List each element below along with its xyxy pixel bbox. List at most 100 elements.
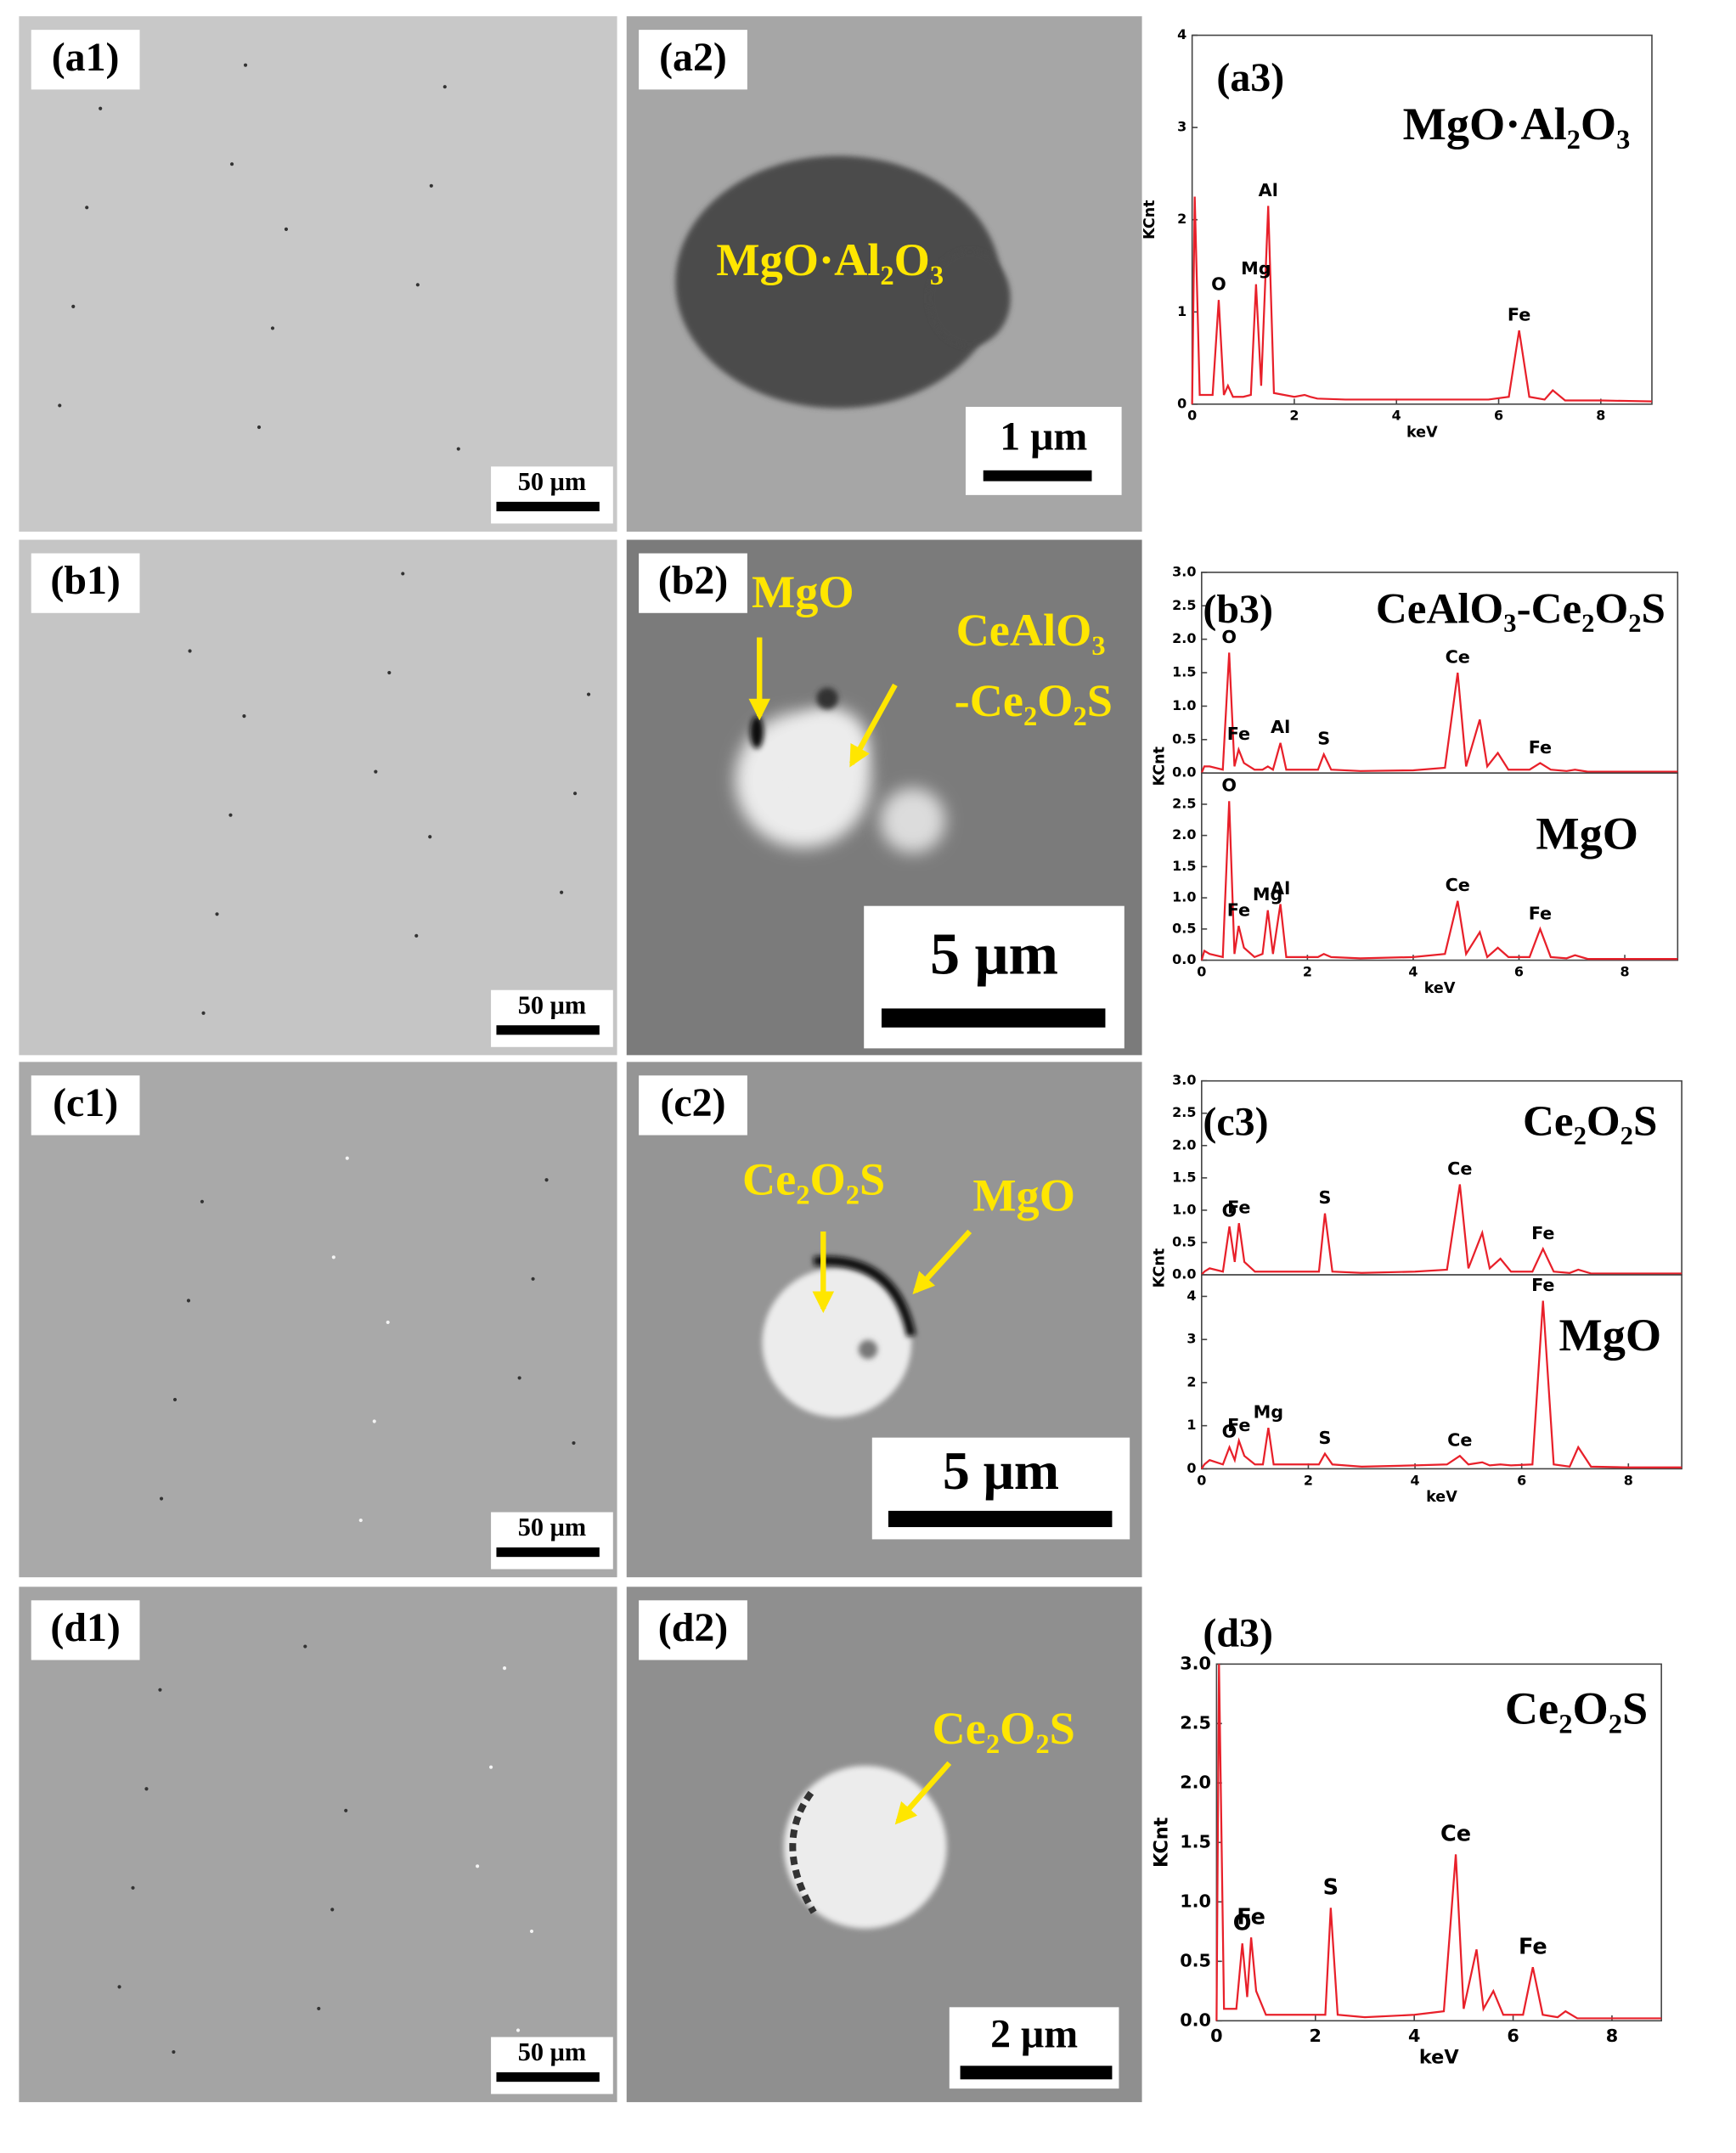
inclusion-dot [442,85,447,89]
scale-bar-box [491,466,613,524]
peak-label: Ce [1447,1158,1472,1179]
panel-label-box [31,553,140,613]
inclusion-dot [200,1199,205,1203]
spectrum-line [1200,652,1678,774]
x-tick-label: 0 [1210,2026,1222,2046]
x-tick-label: 0 [1197,1472,1206,1488]
y-tick-label: 0.0 [1172,951,1196,967]
inclusion-dot [317,2006,321,2011]
y-axis-label: KCnt [1151,747,1168,786]
scale-bar-label: 5 μm [930,922,1058,988]
plot-frame [1201,1274,1682,1470]
peak-label: Fe [1519,1934,1547,1959]
panel-label-box [639,1075,747,1136]
peak-label: Ce [1446,646,1470,667]
particle-rim [789,1790,817,1914]
inclusion-dot [243,63,248,67]
phase-annotation: Ce₂O₂S [933,1703,1075,1754]
y-tick-label: 0 [1177,395,1186,411]
spectrum-line [1200,1184,1682,1276]
particle [816,687,838,710]
inclusion-dot [242,714,246,719]
panel-label: (a3) [1216,55,1284,100]
inclusion-dot [374,769,378,774]
sem-image [19,1587,617,2103]
inclusion-dot [387,670,392,675]
scale-bar-label: 50 μm [518,467,586,496]
inclusion-dot [186,1299,191,1303]
scale-bar-label: 50 μm [518,2037,586,2066]
inclusion-dot [330,1908,335,1912]
inclusion-dot [428,835,432,839]
panel-label: (d2) [658,1605,728,1650]
y-tick-label: 3.0 [1172,563,1196,579]
x-tick-label: 8 [1606,2026,1618,2046]
inclusion-dot [85,206,89,210]
sem-image [19,16,617,532]
particle [858,1339,878,1360]
y-tick-label: 2.5 [1172,597,1196,613]
peak-label: Fe [1237,1904,1265,1930]
x-tick-label: 6 [1514,963,1524,979]
y-tick-label: 1.5 [1172,1169,1196,1185]
inclusion-dot [172,2049,176,2054]
sem-image [19,1062,617,1578]
y-tick-label: 0.0 [1172,764,1196,781]
chart-title: CeAlO₃-Ce₂O₂S [1376,584,1666,633]
panel-label-box [639,1600,747,1660]
panel-label: (a1) [52,35,120,80]
x-tick-label: 2 [1289,408,1299,424]
inclusion-dot [230,162,234,166]
y-tick-label: 3.0 [1172,1072,1196,1088]
inclusion-dot [372,1419,376,1423]
scale-bar-box [491,1512,613,1570]
scale-bar [960,2066,1113,2080]
peak-label: Al [1271,717,1290,737]
inclusion-dot [303,1644,307,1649]
inclusion-dot [456,447,460,451]
plot-frame [1201,772,1679,961]
peak-label: S [1318,1428,1331,1448]
inclusion-dot [284,227,289,231]
scale-bar-label: 2 μm [990,2012,1078,2057]
arrow [849,683,898,768]
panel-label: (a2) [659,35,727,80]
y-tick-label: 2.5 [1172,1104,1196,1120]
scale-bar [888,1510,1113,1528]
x-axis-label: keV [1419,2046,1459,2068]
y-tick-label: 1.0 [1172,697,1196,713]
peak-label: Ce [1440,1821,1471,1846]
peak-label: O [1222,1200,1237,1220]
particle [880,787,946,854]
y-tick-label: 4 [1177,26,1186,42]
x-tick-label: 6 [1517,1472,1526,1488]
plot-frame [1215,1663,1662,2022]
inclusion-dot [529,1929,534,1933]
phase-annotation: -Ce₂O₂S [955,675,1113,726]
inclusion-dot [201,1011,206,1015]
peak-label: Al [1271,878,1290,899]
x-tick-label: 0 [1187,408,1197,424]
phase-annotation: MgO [972,1170,1075,1221]
inclusion-dot [401,572,405,576]
y-tick-label: 3 [1177,119,1186,135]
spectrum-line [1215,1664,1662,2021]
phase-annotation: CeAlO₃ [956,605,1106,656]
phase-annotation: MgO [752,566,854,617]
panel-label: (c3) [1203,1099,1268,1144]
y-tick-label: 0.5 [1172,920,1196,936]
inclusion-dot [414,933,419,938]
inclusion-dot [560,890,564,894]
y-tick-label: 1 [1186,1417,1196,1433]
chart-title: MgO·Al₂O₃ [1403,99,1631,149]
particle [762,1268,912,1417]
y-tick-label: 1.0 [1172,1201,1196,1217]
scale-bar-label: 50 μm [518,990,586,1019]
peak-label: S [1318,1187,1331,1208]
y-tick-label: 2.0 [1172,826,1196,843]
inclusion-dot [71,304,76,308]
panel-label-box [639,553,747,613]
y-tick-label: 1 [1177,303,1186,319]
x-tick-label: 4 [1408,2026,1420,2046]
